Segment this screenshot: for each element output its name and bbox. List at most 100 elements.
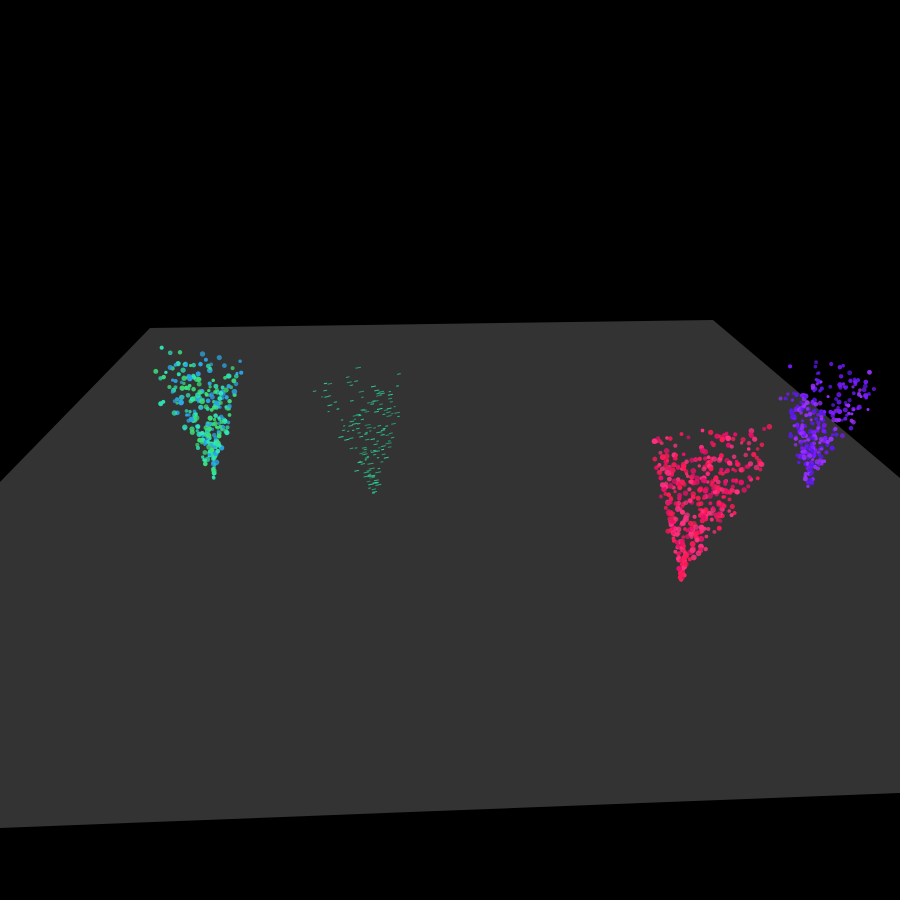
particle xyxy=(671,531,675,536)
particle xyxy=(659,454,666,461)
particle xyxy=(349,437,354,440)
particle xyxy=(210,394,215,400)
particle xyxy=(167,364,173,370)
particle xyxy=(690,467,697,474)
particle xyxy=(694,537,700,543)
particle xyxy=(358,460,362,463)
particle xyxy=(709,511,714,516)
particle xyxy=(687,498,693,504)
particle xyxy=(658,475,664,481)
particle xyxy=(810,429,816,435)
particle xyxy=(180,367,186,373)
particle xyxy=(209,442,214,447)
particle xyxy=(368,473,372,475)
particle xyxy=(382,413,386,416)
particle xyxy=(793,436,799,441)
particle xyxy=(789,408,794,413)
particle xyxy=(698,535,705,542)
particle xyxy=(184,409,189,413)
particle xyxy=(387,446,392,448)
particle xyxy=(713,476,719,481)
particle xyxy=(851,391,856,396)
particle xyxy=(690,473,696,479)
particle xyxy=(843,400,848,405)
particle xyxy=(803,394,809,399)
particle xyxy=(365,457,369,459)
particle xyxy=(195,371,201,377)
particle xyxy=(848,425,854,431)
particle xyxy=(361,446,367,449)
particle xyxy=(379,403,383,406)
particle xyxy=(213,445,217,449)
particle xyxy=(676,565,682,572)
particle xyxy=(231,388,238,395)
particle xyxy=(185,392,191,398)
particle xyxy=(213,440,218,445)
particle xyxy=(684,459,689,464)
particle xyxy=(388,432,393,435)
particle xyxy=(213,400,220,406)
particle xyxy=(358,390,365,393)
particle xyxy=(813,401,819,407)
particle xyxy=(665,436,669,440)
particle xyxy=(810,443,815,449)
particle xyxy=(802,449,807,454)
particle xyxy=(801,402,805,406)
particle xyxy=(178,399,184,406)
particle xyxy=(867,369,872,375)
particle xyxy=(836,406,840,410)
particle xyxy=(834,397,839,401)
particle xyxy=(323,382,328,385)
particle xyxy=(199,406,204,410)
particle xyxy=(374,389,380,392)
particle xyxy=(218,424,222,429)
particle xyxy=(683,515,689,521)
particle xyxy=(811,421,815,426)
particle xyxy=(723,487,728,492)
particle xyxy=(381,448,385,451)
particle xyxy=(844,403,848,407)
particle xyxy=(386,411,391,414)
particle xyxy=(396,385,399,387)
particle xyxy=(383,409,388,412)
particle xyxy=(810,400,814,404)
particle xyxy=(226,403,232,409)
particle xyxy=(721,495,725,499)
particle xyxy=(790,398,795,402)
particle xyxy=(826,395,830,399)
particle xyxy=(195,445,201,451)
particle xyxy=(216,443,222,448)
particle xyxy=(213,413,218,418)
particle xyxy=(176,372,181,377)
particle xyxy=(693,479,700,485)
particle xyxy=(360,408,365,411)
particle xyxy=(211,455,216,460)
particle xyxy=(685,474,690,478)
particle xyxy=(216,355,222,361)
particle xyxy=(238,359,242,363)
particle xyxy=(755,447,760,451)
particle xyxy=(213,459,220,466)
particle xyxy=(824,450,829,455)
particle xyxy=(686,435,691,440)
particle xyxy=(366,480,371,483)
particle xyxy=(195,396,201,402)
particle xyxy=(689,547,696,554)
particle xyxy=(652,456,658,462)
particle xyxy=(805,407,810,411)
particle xyxy=(671,462,677,468)
particle xyxy=(673,501,679,506)
particle xyxy=(696,501,702,507)
particle xyxy=(368,487,371,489)
emitter-crimson xyxy=(651,423,773,582)
particle xyxy=(359,452,364,455)
particle xyxy=(847,398,852,403)
particle xyxy=(213,383,219,389)
particle xyxy=(670,473,675,477)
particle xyxy=(862,383,868,389)
particle xyxy=(829,361,834,367)
particle xyxy=(710,480,715,485)
particle xyxy=(702,494,707,499)
particle xyxy=(788,433,794,439)
particle xyxy=(683,561,688,566)
